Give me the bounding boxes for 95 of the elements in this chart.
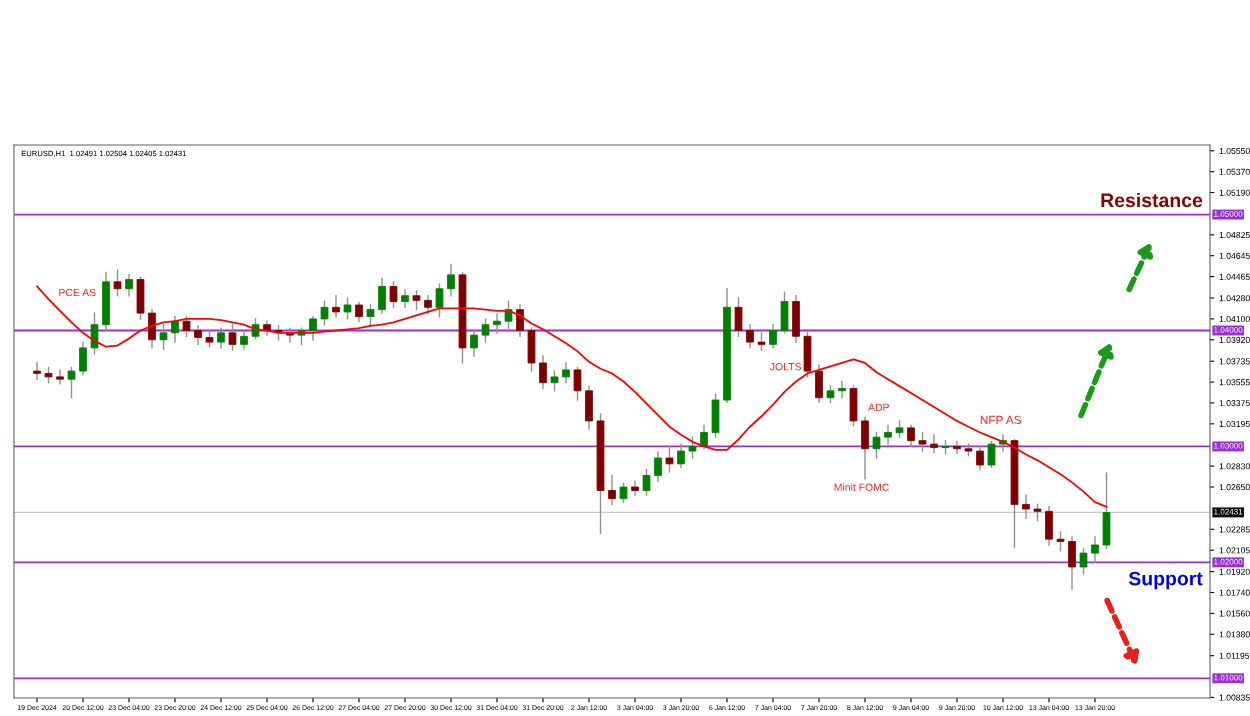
y-tick-label: 1.01195 — [1219, 652, 1250, 659]
candlestick — [125, 274, 133, 297]
candlestick — [447, 263, 455, 297]
candlestick — [665, 445, 674, 473]
candlestick — [872, 431, 881, 459]
candlestick — [688, 436, 697, 459]
candlestick — [320, 300, 329, 326]
annotation: JOLTS — [769, 363, 801, 371]
candlestick — [573, 366, 582, 401]
candlestick — [631, 480, 639, 496]
y-tick-label: 1.05550 — [1219, 147, 1250, 154]
candlestick — [355, 301, 363, 322]
candlestick — [56, 369, 64, 385]
y-tick-label: 1.01380 — [1219, 631, 1250, 638]
candlestick — [1079, 547, 1088, 575]
candlestick — [90, 312, 99, 355]
candlestick — [619, 482, 628, 503]
candlestick — [918, 431, 927, 452]
candlestick — [389, 281, 398, 309]
candlestick — [769, 324, 777, 349]
y-tick-label: 1.01560 — [1219, 610, 1250, 617]
y-tick-label: 1.01740 — [1219, 589, 1250, 596]
y-tick-label: 1.03375 — [1219, 400, 1250, 407]
candlestick — [1091, 536, 1099, 564]
candlestick — [366, 304, 375, 326]
annotation: PCE AS — [59, 288, 96, 297]
candlestick — [1022, 494, 1030, 519]
annotation: Resistance — [1101, 192, 1203, 208]
candlestick — [746, 324, 754, 349]
candlestick — [79, 341, 87, 376]
candlestick — [562, 362, 570, 384]
candlestick — [228, 324, 237, 351]
candlestick — [159, 324, 168, 350]
candlestick — [930, 434, 938, 453]
text: Support — [1128, 571, 1203, 590]
candlestick — [700, 424, 708, 450]
candlestick — [171, 315, 179, 343]
y-tick-label: 1.05190 — [1219, 189, 1250, 196]
y-tick-label: 1.04465 — [1219, 273, 1250, 280]
ref-line-label: 1.05000 — [1214, 211, 1243, 217]
y-tick-label: 1.03555 — [1219, 379, 1250, 386]
candlestick — [734, 297, 743, 337]
candlestick — [401, 289, 409, 309]
candlestick — [608, 474, 616, 506]
y-tick-label: 1.05370 — [1219, 168, 1250, 175]
candlestick — [539, 355, 547, 390]
y-tick-label: 1.04280 — [1219, 295, 1250, 302]
candlestick — [343, 297, 352, 320]
ref-line-label: 1.02000 — [1214, 558, 1243, 565]
y-tick-label: 1.02105 — [1219, 547, 1250, 554]
candlestick — [332, 295, 340, 318]
candlestick — [481, 318, 490, 343]
candlestick — [194, 325, 202, 346]
y-tick-label: 1.04100 — [1219, 316, 1250, 323]
candlestick — [953, 441, 961, 455]
candlestick — [435, 283, 444, 318]
ref-line-label: 1.02431 — [1214, 508, 1243, 515]
candlestick — [677, 443, 685, 468]
candlestick — [976, 445, 984, 471]
candlestick — [67, 366, 76, 399]
candlestick — [642, 468, 651, 496]
candlestick — [907, 424, 915, 448]
candlestick — [884, 424, 892, 445]
candlestick — [113, 269, 122, 297]
candlestick — [987, 441, 996, 468]
candlestick — [838, 380, 846, 399]
annotation: ADP — [868, 403, 889, 411]
y-tick-label: 1.00835 — [1219, 694, 1250, 701]
y-tick-label: 1.03920 — [1219, 336, 1250, 343]
candlestick — [217, 327, 225, 349]
y-tick-label: 1.02285 — [1219, 526, 1250, 533]
y-tick-label: 1.01920 — [1219, 568, 1250, 575]
candlestick — [1056, 531, 1065, 552]
candlestick — [516, 304, 524, 337]
candlestick — [33, 362, 41, 380]
candlestick — [550, 370, 559, 392]
ref-line-label: 1.04000 — [1214, 326, 1243, 333]
candlestick — [412, 290, 421, 311]
candlestick — [378, 277, 386, 314]
annotation: Minit FOMC — [834, 483, 889, 491]
candlestick — [182, 315, 191, 337]
candlestick — [470, 329, 478, 357]
ref-line-label: 1.03000 — [1214, 442, 1243, 449]
y-tick-label: 1.03735 — [1219, 358, 1250, 365]
y-tick-label: 1.02830 — [1219, 463, 1250, 470]
candlestick — [654, 451, 662, 482]
y-tick-label: 1.02650 — [1219, 484, 1250, 491]
y-tick-label: 1.04825 — [1219, 231, 1250, 239]
y-tick-label: 1.03195 — [1219, 420, 1250, 428]
y-tick-label: 1.04645 — [1219, 252, 1250, 259]
annotation: NFP AS — [980, 415, 1022, 425]
candlestick — [309, 315, 317, 341]
candlestick — [493, 313, 501, 334]
ref-line-label: 1.01000 — [1214, 674, 1243, 681]
line-series — [36, 285, 1108, 508]
